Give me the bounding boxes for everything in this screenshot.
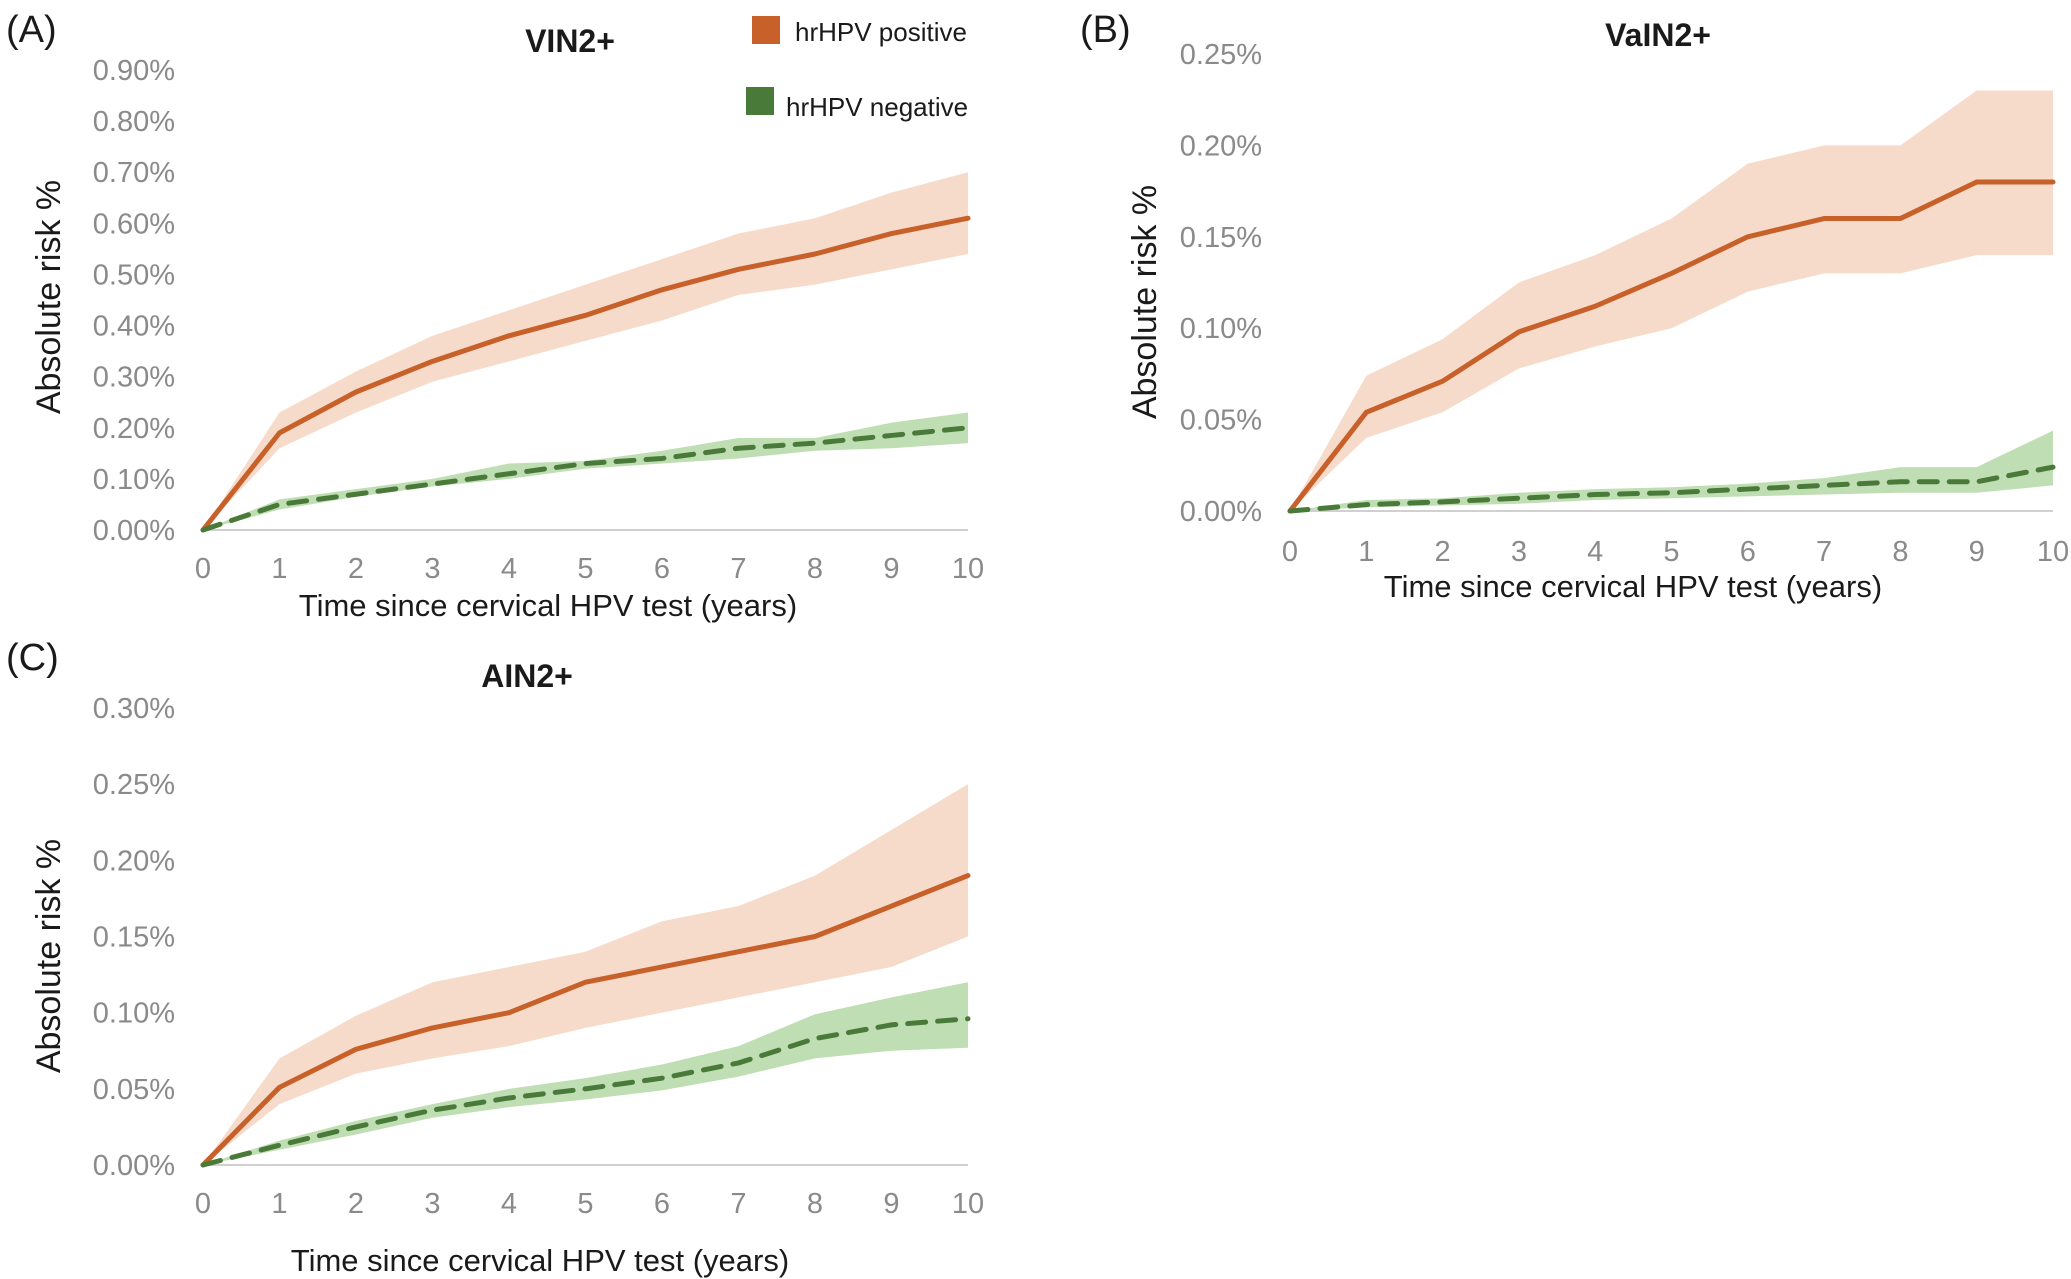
x-tick-label: 9 (883, 553, 899, 585)
x-axis-label-c: Time since cervical HPV test (years) (291, 1243, 789, 1278)
legend-swatch-positive (752, 16, 780, 44)
x-tick-label: 8 (807, 1188, 823, 1220)
x-tick-label: 9 (1969, 536, 1985, 568)
y-axis-label-a: Absolute risk % (30, 180, 68, 414)
y-tick-label: 0.10% (93, 998, 175, 1030)
y-tick-label: 0.00% (1180, 496, 1262, 528)
y-tick-label: 0.30% (93, 693, 175, 725)
y-tick-label: 0.20% (1180, 130, 1262, 162)
x-axis-label-a: Time since cervical HPV test (years) (299, 588, 797, 623)
x-tick-label: 1 (271, 553, 287, 585)
plot-area-a: 0.00% 0.10% 0.20% 0.30% 0.40% 0.50% 0.60% 0.70%… (93, 55, 984, 585)
y-tick-label: 0.80% (93, 106, 175, 138)
series-line-positive (200, 215, 971, 533)
legend: hrHPV positive hrHPV negative (746, 16, 968, 122)
y-tick-label: 0.20% (93, 845, 175, 877)
legend-swatch-negative (746, 87, 774, 115)
x-tick-label: 1 (1358, 536, 1374, 568)
x-tick-label: 10 (2037, 536, 2069, 568)
x-tick-label: 0 (195, 553, 211, 585)
x-tick-label: 10 (952, 1188, 984, 1220)
x-tick-label: 1 (271, 1188, 287, 1220)
x-tick-label: 7 (730, 553, 746, 585)
x-tick-label: 5 (1663, 536, 1679, 568)
y-tick-label: 0.30% (93, 362, 175, 394)
y-axis-label-c: Absolute risk % (30, 839, 68, 1073)
y-tick-label: 0.20% (93, 413, 175, 445)
x-tick-label: 8 (1892, 536, 1908, 568)
legend-label-positive: hrHPV positive (795, 17, 967, 47)
x-tick-label: 0 (1282, 536, 1298, 568)
x-tick-label: 6 (1740, 536, 1756, 568)
y-tick-label: 0.10% (93, 464, 175, 496)
series-line-positive (200, 873, 971, 1168)
x-tick-label: 10 (952, 553, 984, 585)
y-tick-label: 0.60% (93, 208, 175, 240)
x-tick-label: 5 (577, 1188, 593, 1220)
panel-ain2: (C) AIN2+ Absolute risk % Time since cer… (6, 637, 984, 1278)
series-line-negative (200, 1016, 971, 1168)
x-tick-label: 6 (654, 553, 670, 585)
x-axis-label-b: Time since cervical HPV test (years) (1384, 569, 1882, 604)
y-axis-label-b: Absolute risk % (1126, 185, 1164, 419)
x-tick-label: 4 (1587, 536, 1603, 568)
y-tick-label: 0.05% (1180, 405, 1262, 437)
ci-band-positive (1290, 90, 2053, 511)
panel-label-c: (C) (6, 637, 59, 679)
x-tick-label: 2 (348, 553, 364, 585)
x-tick-label: 6 (654, 1188, 670, 1220)
x-tick-label: 3 (424, 1188, 440, 1220)
ci-band-positive (203, 784, 968, 1165)
panel-label-a: (A) (6, 9, 57, 51)
y-tick-label: 0.90% (93, 55, 175, 87)
x-tick-label: 5 (577, 553, 593, 585)
y-tick-label: 0.15% (1180, 222, 1262, 254)
x-tick-label: 0 (195, 1188, 211, 1220)
series-line-negative (200, 425, 971, 533)
y-tick-label: 0.70% (93, 157, 175, 189)
series-line-positive (1287, 179, 2056, 514)
x-tick-label: 3 (424, 553, 440, 585)
panel-vain2: (B) VaIN2+ Absolute risk % Time since ce… (1080, 9, 2069, 604)
y-tick-label: 0.00% (93, 1150, 175, 1182)
y-tick-label: 0.15% (93, 922, 175, 954)
x-tick-label: 7 (730, 1188, 746, 1220)
x-tick-label: 4 (501, 1188, 517, 1220)
y-tick-label: 0.10% (1180, 313, 1262, 345)
x-tick-label: 9 (883, 1188, 899, 1220)
panel-vin2: (A) VIN2+ Absolute risk % Time since cer… (6, 9, 984, 623)
y-tick-label: 0.25% (1180, 39, 1262, 71)
ci-band-negative (203, 412, 968, 530)
x-tick-label: 2 (1435, 536, 1451, 568)
panel-label-b: (B) (1080, 9, 1131, 51)
y-tick-label: 0.00% (93, 515, 175, 547)
plot-area-b: 0.00% 0.05% 0.10% 0.15% 0.20% 0.25% 0 1 2 3 4 5 6 7 8 9… (1180, 39, 2069, 568)
y-tick-label: 0.05% (93, 1074, 175, 1106)
y-tick-label: 0.25% (93, 769, 175, 801)
chart-title-vain2: VaIN2+ (1605, 17, 1711, 53)
series-line-negative (1287, 464, 2056, 514)
x-tick-label: 4 (501, 553, 517, 585)
y-tick-label: 0.50% (93, 259, 175, 291)
x-tick-label: 7 (1816, 536, 1832, 568)
ci-band-negative (1290, 430, 2053, 511)
y-tick-label: 0.40% (93, 311, 175, 343)
chart-title-vin2: VIN2+ (525, 23, 615, 59)
x-tick-label: 8 (807, 553, 823, 585)
legend-label-negative: hrHPV negative (786, 92, 968, 122)
x-tick-label: 3 (1511, 536, 1527, 568)
plot-area-c: 0.00% 0.05% 0.10% 0.15% 0.20% 0.25% 0.30% 0 1 2 3 4… (93, 693, 984, 1220)
ci-band-positive (203, 172, 968, 530)
x-tick-label: 2 (348, 1188, 364, 1220)
chart-title-ain2: AIN2+ (481, 658, 573, 694)
